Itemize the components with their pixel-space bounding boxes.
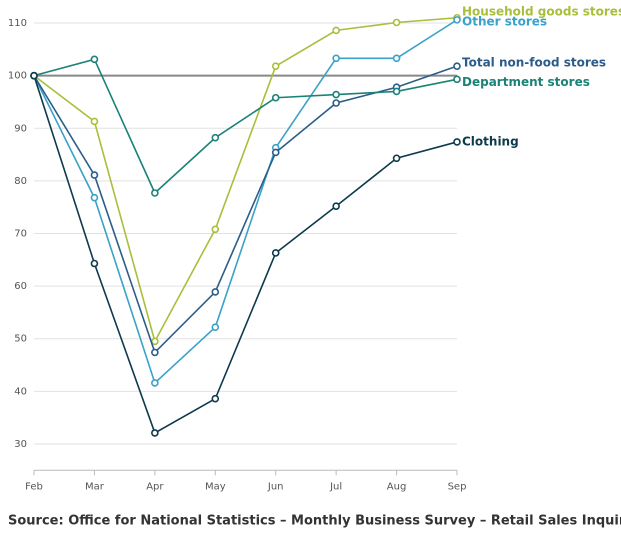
- data-point: [453, 62, 461, 70]
- data-point: [151, 348, 159, 357]
- series-line: [33, 58, 458, 195]
- data-point: [151, 189, 159, 197]
- x-tick-label: Sep: [448, 481, 467, 492]
- data-point: [90, 55, 99, 64]
- data-point: [392, 87, 401, 96]
- data-point: [151, 337, 159, 346]
- y-tick-label: 90: [14, 123, 27, 134]
- y-tick-label: 40: [14, 386, 27, 397]
- y-tick-label: 70: [14, 229, 27, 240]
- data-point: [211, 225, 220, 234]
- data-point: [90, 117, 99, 126]
- data-point: [271, 93, 280, 102]
- y-tick-label: 110: [8, 18, 27, 29]
- data-point: [453, 75, 461, 84]
- data-point: [392, 154, 401, 163]
- x-tick-label: Apr: [146, 481, 164, 492]
- data-point: [271, 249, 280, 257]
- series-label: Total non-food stores: [462, 56, 606, 70]
- x-tick-label: Jun: [267, 481, 284, 492]
- data-point: [453, 138, 461, 146]
- data-point: [30, 71, 38, 80]
- data-point: [90, 259, 99, 268]
- data-point: [90, 193, 99, 202]
- x-tick-label: May: [205, 481, 226, 492]
- data-point: [332, 54, 340, 63]
- data-point: [453, 16, 461, 24]
- series-line: [33, 19, 458, 385]
- data-point: [332, 99, 340, 107]
- series-line: [33, 65, 458, 354]
- data-point: [211, 133, 220, 142]
- data-point: [151, 429, 159, 437]
- x-tick-label: Aug: [387, 481, 407, 492]
- data-point: [392, 54, 401, 63]
- y-tick-label: 30: [14, 439, 27, 450]
- data-point: [90, 171, 99, 179]
- y-tick-label: 60: [14, 281, 27, 292]
- data-point: [271, 62, 280, 70]
- data-point: [211, 394, 220, 403]
- source-note: Source: Office for National Statistics –…: [8, 514, 621, 529]
- data-point: [332, 90, 340, 99]
- y-tick-label: 100: [8, 71, 27, 82]
- data-point: [332, 26, 340, 35]
- data-point: [392, 18, 401, 27]
- data-point: [332, 202, 340, 210]
- x-tick-label: Feb: [25, 481, 43, 492]
- x-tick-label: Jul: [329, 481, 342, 492]
- data-point: [211, 288, 220, 296]
- series-label: Department stores: [462, 75, 590, 89]
- series-label: Household goods stores: [462, 4, 621, 18]
- series-line: [33, 16, 458, 344]
- x-tick-label: Mar: [85, 481, 105, 492]
- series-label: Clothing: [462, 134, 519, 148]
- series-line: [33, 75, 458, 435]
- y-tick-label: 50: [14, 334, 27, 345]
- series-label: Other stores: [462, 14, 547, 28]
- data-point: [271, 148, 280, 157]
- data-point: [151, 379, 159, 387]
- data-point: [211, 323, 220, 331]
- y-tick-label: 80: [14, 176, 27, 187]
